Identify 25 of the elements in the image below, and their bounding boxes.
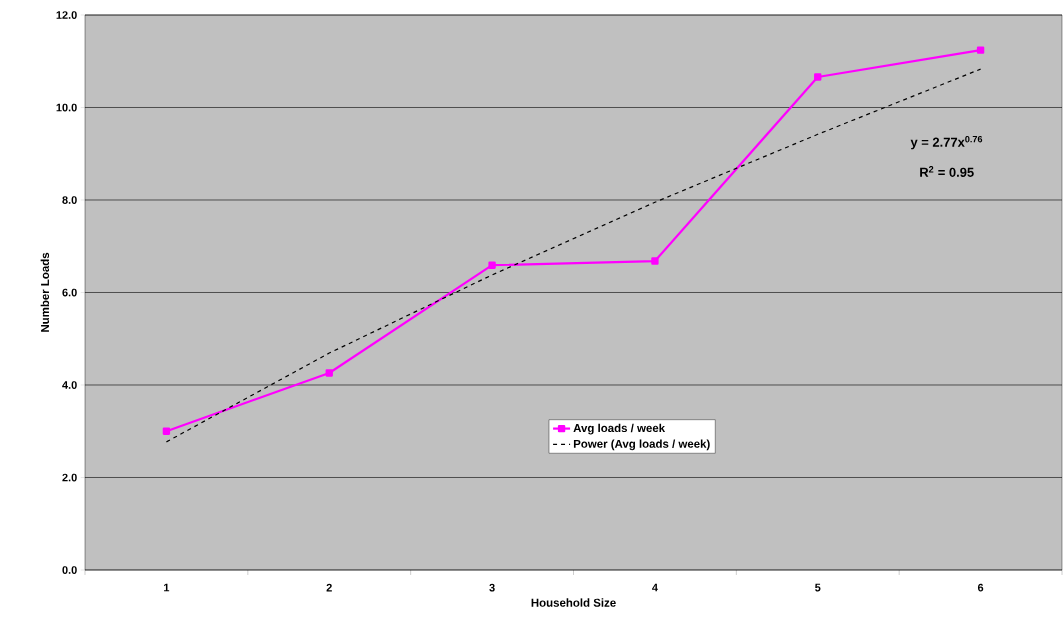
- x-tick-label: 2: [326, 583, 332, 592]
- legend-label: Avg loads / week: [573, 423, 666, 435]
- y-tick-label: 8.0: [62, 196, 77, 204]
- point: [488, 261, 496, 269]
- point: [814, 73, 822, 81]
- point: [651, 257, 659, 265]
- x-tick-label: 4: [652, 583, 658, 592]
- point: [162, 427, 171, 435]
- y-tick-label: 6.0: [62, 288, 77, 297]
- point: [325, 369, 333, 377]
- annotation: y = 2.77x$^{0.76}$: [910, 135, 983, 150]
- x-tick-label: 6: [977, 583, 984, 592]
- x-tick-label: 3: [489, 583, 495, 592]
- y-tick-label: 2.0: [62, 473, 77, 482]
- y-axis-title: Number Loads: [40, 252, 50, 332]
- x-tick-label: 1: [164, 583, 170, 592]
- y-tick-label: 12.0: [56, 11, 77, 19]
- annotation: R$^{2}$ = 0.95: [920, 166, 974, 177]
- y-tick-label: 4.0: [62, 381, 77, 389]
- point: [976, 46, 985, 54]
- y-tick-label: 0.0: [62, 566, 77, 574]
- x-tick-label: 5: [815, 583, 821, 592]
- x-axis-title: Household Size: [531, 598, 616, 607]
- y-tick-label: 10.0: [56, 103, 77, 112]
- legend-label: Power (Avg loads / week): [573, 439, 710, 451]
